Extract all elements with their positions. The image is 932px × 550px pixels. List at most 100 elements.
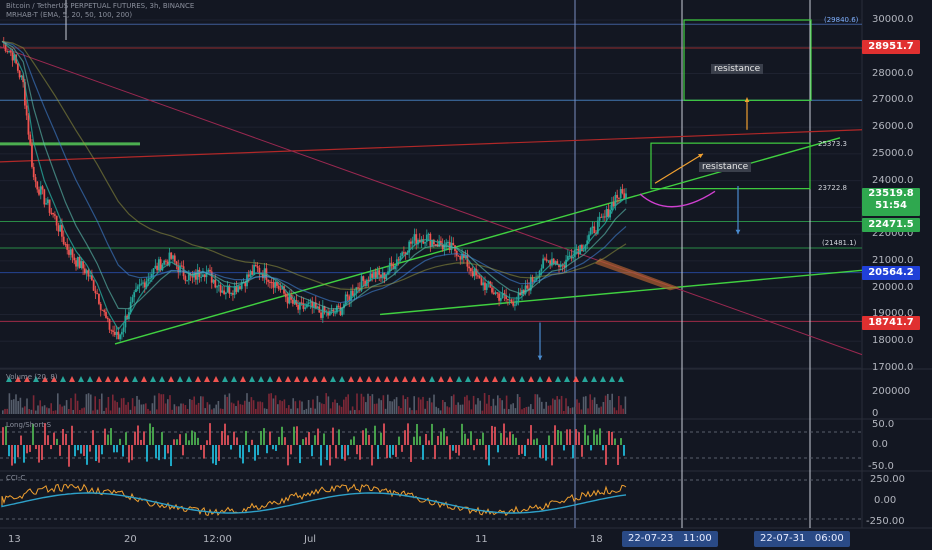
ls-bar <box>290 445 292 455</box>
curve-marker <box>639 190 716 208</box>
volume-bar <box>217 400 220 414</box>
candle-body <box>105 312 107 318</box>
ls-bar <box>494 426 496 445</box>
candle-body <box>9 51 12 53</box>
ls-bar <box>374 425 376 445</box>
ls-bar <box>530 425 532 445</box>
candle-body <box>586 240 589 245</box>
volume-bar <box>585 396 587 414</box>
trendline-red <box>0 129 863 163</box>
candle-body <box>113 331 116 335</box>
trendline-support <box>114 137 841 345</box>
candle-body <box>73 257 76 261</box>
candle-body <box>582 250 585 252</box>
volume-bar <box>433 394 435 414</box>
candle-body <box>38 189 40 195</box>
volume-signal <box>177 376 183 382</box>
candle-body <box>240 282 243 289</box>
volume-bar <box>602 401 605 414</box>
volume-signal <box>519 376 525 382</box>
volume-bar <box>609 400 611 414</box>
candle-body <box>212 279 215 283</box>
longshort-label[interactable]: Long/Short-S <box>6 421 52 429</box>
ls-bar <box>41 445 43 460</box>
volume-signal <box>546 376 552 382</box>
candle-body <box>170 252 173 259</box>
volume-bar <box>481 410 484 414</box>
ls-bar <box>59 445 61 456</box>
volume-bar <box>380 400 382 414</box>
ls-bar <box>320 445 322 466</box>
volume-bar <box>325 393 327 414</box>
volume-signal <box>159 376 165 382</box>
volume-bar <box>103 410 105 414</box>
volume-signal <box>384 376 390 382</box>
ls-bar <box>473 445 475 451</box>
candle-body <box>420 239 423 242</box>
candle-body <box>357 287 359 289</box>
ls-bar <box>110 428 112 445</box>
candle-body <box>50 212 53 214</box>
ls-bar <box>146 445 148 462</box>
candle-body <box>66 244 69 250</box>
volume-bar <box>479 400 481 414</box>
candle-body <box>173 255 176 262</box>
volume-bar <box>211 409 213 414</box>
volume-bar <box>184 405 187 414</box>
ls-bar <box>608 431 610 445</box>
ls-bar <box>464 433 466 445</box>
ls-bar <box>50 445 52 450</box>
candle-body <box>267 279 270 282</box>
cci-tick-0: 0.00 <box>874 495 897 506</box>
candle-body <box>475 268 478 276</box>
ls-bar <box>305 437 307 445</box>
ls-bar <box>614 438 616 445</box>
countdown: 51:54 <box>875 200 907 211</box>
volume-bar <box>356 393 358 414</box>
candle-body <box>288 294 291 304</box>
candle-body <box>177 265 180 273</box>
volume-bar <box>17 401 19 414</box>
time-cursor-2[interactable]: 22-07-31 06:00 <box>754 531 850 547</box>
ls-bar <box>32 423 34 445</box>
ls-bar <box>542 445 544 459</box>
candle-body <box>184 276 187 281</box>
candle-body <box>186 280 188 282</box>
time-cursor-1[interactable]: 22-07-23 11:00 <box>622 531 718 547</box>
volume-signal <box>303 376 309 382</box>
volume-bar <box>428 397 431 414</box>
candle-body <box>122 327 125 332</box>
ls-bar <box>65 433 67 445</box>
indicator-label[interactable]: MRHAB-T (EMA, 5, 20, 50, 100, 200) <box>6 11 133 19</box>
volume-bar <box>457 402 459 414</box>
volume-label[interactable]: Volume (20, 8) <box>6 373 58 381</box>
candle-body <box>558 264 560 268</box>
volume-bar <box>505 395 508 414</box>
candle-body <box>276 281 278 286</box>
candle-body <box>244 282 247 287</box>
cci-label[interactable]: CCI-C <box>6 474 26 482</box>
ls-bar <box>599 428 601 445</box>
candle-body <box>136 286 139 290</box>
candle-body <box>431 239 434 246</box>
volume-bar <box>384 408 387 414</box>
candle-body <box>304 307 307 309</box>
ls-bar <box>584 424 586 445</box>
candle-body <box>492 292 495 294</box>
volume-bar <box>114 400 116 414</box>
ls-bar <box>269 431 271 445</box>
volume-bar <box>314 408 316 414</box>
ls-bar <box>251 439 253 445</box>
candle-body <box>159 259 162 271</box>
volume-signal <box>150 376 156 382</box>
volume-bar <box>136 395 138 414</box>
candle-body <box>140 283 143 285</box>
ls-bar <box>11 445 13 466</box>
volume-signal <box>6 376 12 382</box>
chart-title: Bitcoin / TetherUS PERPETUAL FUTURES, 3h… <box>6 2 195 10</box>
ls-bar <box>434 445 436 460</box>
volume-bar <box>365 402 367 414</box>
candle-body <box>348 296 351 301</box>
ls-bar <box>257 445 259 456</box>
